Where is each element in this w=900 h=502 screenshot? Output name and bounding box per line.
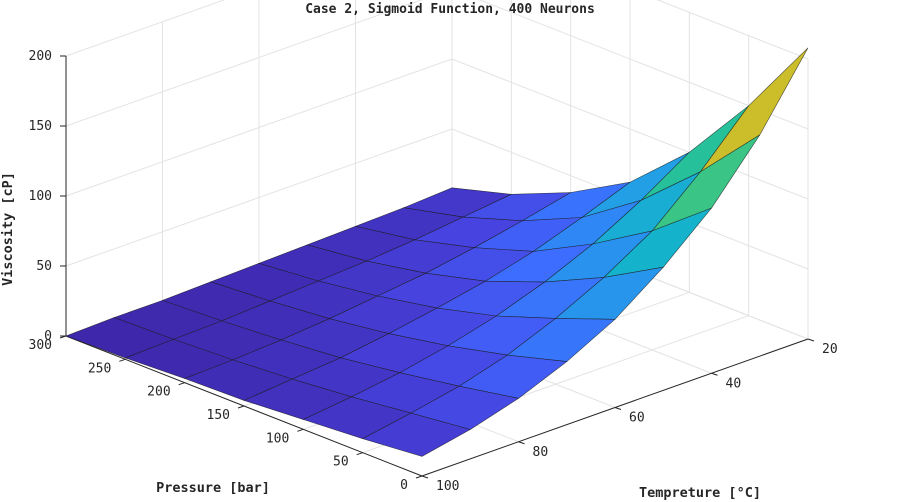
pressure-tick-label: 0 — [400, 478, 408, 493]
pressure-tick-label: 300 — [29, 338, 52, 353]
pressure-tick-mark — [237, 405, 245, 409]
surface-patch — [700, 47, 809, 173]
pressure-tick-mark — [178, 382, 185, 386]
pressure-tick-label: 200 — [147, 385, 170, 400]
temperature-tick-label: 20 — [822, 342, 838, 357]
tick-labels: 0 50 100 150 200 250 300 20 40 60 80 100 0 50 100 150 20… — [29, 49, 838, 494]
pressure-tick-label: 50 — [333, 455, 349, 470]
temperature-tick-mark — [711, 372, 718, 376]
chart-title: Case 2, Sigmoid Function, 400 Neurons — [305, 2, 595, 17]
temperature-tick-mark — [421, 475, 429, 479]
viscosity-tick-label: 100 — [29, 189, 52, 204]
temperature-tick-mark — [807, 338, 815, 342]
z-axis-label: Viscosity [cP] — [0, 172, 16, 286]
temperature-tick-label: 40 — [726, 376, 742, 391]
viscosity-tick-label: 0 — [44, 329, 52, 344]
surface-mesh — [65, 47, 809, 457]
pressure-tick-mark — [356, 452, 363, 456]
y-axis-label: Tempreture [°C] — [639, 485, 761, 501]
pressure-tick-label: 100 — [266, 431, 289, 446]
pressure-tick-mark — [297, 428, 304, 432]
x-axis-label: Pressure [bar] — [156, 480, 270, 496]
pressure-tick-mark — [415, 475, 423, 479]
pressure-tick-label: 150 — [207, 408, 230, 423]
temperature-tick-mark — [614, 407, 622, 410]
grid-line — [65, 0, 809, 130]
surface-patch — [361, 412, 472, 457]
temperature-tick-label: 80 — [533, 445, 549, 460]
temperature-tick-label: 60 — [629, 411, 645, 426]
temperature-tick-label: 100 — [436, 479, 459, 494]
pressure-tick-label: 250 — [88, 361, 111, 376]
pressure-tick-mark — [119, 358, 126, 362]
viscosity-tick-label: 200 — [29, 49, 52, 64]
viscosity-tick-label: 50 — [36, 259, 52, 274]
viscosity-tick-label: 150 — [29, 119, 52, 134]
grid-line — [65, 0, 809, 60]
temperature-tick-mark — [518, 441, 525, 445]
